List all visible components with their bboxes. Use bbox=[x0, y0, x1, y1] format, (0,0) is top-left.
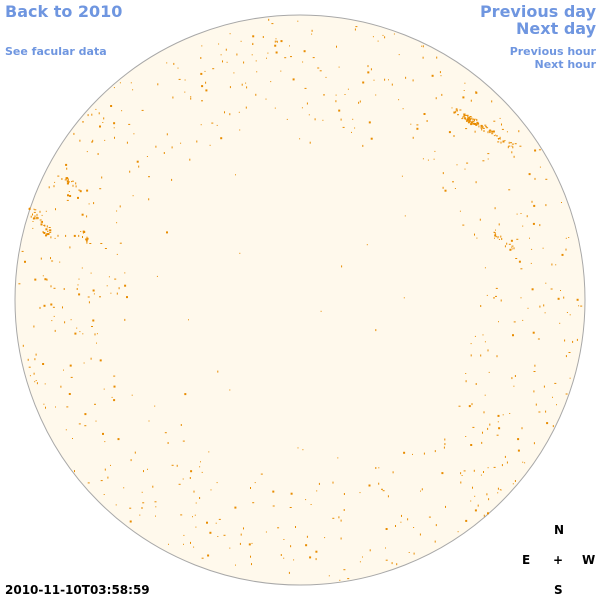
compass-center-marker: + bbox=[553, 553, 564, 567]
next-hour-link[interactable]: Next hour bbox=[534, 58, 597, 71]
previous-hour-link[interactable]: Previous hour bbox=[509, 45, 596, 58]
solar-disk bbox=[14, 14, 586, 586]
back-to-2010-link[interactable]: Back to 2010 bbox=[5, 2, 123, 21]
observation-timestamp: 2010-11-10T03:58:59 bbox=[5, 583, 150, 597]
compass-east-label: E bbox=[522, 553, 531, 567]
magnetic-features bbox=[18, 18, 583, 581]
see-facular-data-link[interactable]: See facular data bbox=[5, 45, 107, 58]
next-day-link[interactable]: Next day bbox=[516, 19, 596, 38]
compass-west-label: W bbox=[582, 553, 596, 567]
previous-day-link[interactable]: Previous day bbox=[479, 2, 596, 21]
compass-south-label: S bbox=[554, 583, 563, 597]
compass-north-label: N bbox=[554, 523, 565, 537]
